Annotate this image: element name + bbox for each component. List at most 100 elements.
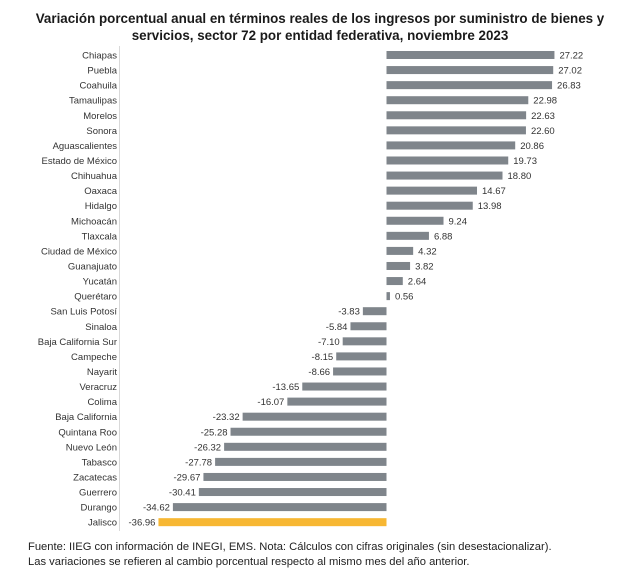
data-label: -25.28 xyxy=(201,427,228,438)
bar xyxy=(350,322,387,331)
category-label: Durango xyxy=(81,503,117,514)
category-label: Tamaulipas xyxy=(69,96,117,107)
category-label: Yucatán xyxy=(83,277,117,288)
category-label: Coahuila xyxy=(80,81,118,92)
bar xyxy=(198,488,387,497)
bar xyxy=(386,141,516,150)
data-label: 22.98 xyxy=(533,96,557,107)
footnote: Fuente: IIEG con información de INEGI, E… xyxy=(28,540,552,570)
bar xyxy=(386,111,527,120)
bar xyxy=(362,307,387,316)
bar xyxy=(386,201,473,210)
footnote-source: Fuente: IIEG con información de INEGI, E… xyxy=(28,541,552,553)
bar xyxy=(386,246,414,255)
footnote-note: Las variaciones se refieren al cambio po… xyxy=(28,556,470,568)
category-label: Jalisco xyxy=(88,518,117,529)
bar xyxy=(386,51,555,59)
data-label: 27.22 xyxy=(559,51,583,62)
category-label: Guanajuato xyxy=(68,261,117,272)
bar xyxy=(386,96,529,105)
data-label: -8.66 xyxy=(308,367,330,378)
data-label: 22.63 xyxy=(531,111,555,122)
bar xyxy=(386,277,403,286)
bars xyxy=(158,51,555,527)
chart-title: Variación porcentual anual en términos r… xyxy=(0,10,640,44)
bar-highlight xyxy=(158,518,387,527)
bar xyxy=(386,171,503,180)
category-label: Sonora xyxy=(86,126,117,137)
data-label: 3.82 xyxy=(415,261,434,272)
category-label: Tabasco xyxy=(82,457,117,468)
data-label: 27.02 xyxy=(558,66,582,77)
category-label: Sinaloa xyxy=(85,322,117,333)
category-label: Tlaxcala xyxy=(82,231,118,242)
data-label: -36.96 xyxy=(129,518,156,529)
bar xyxy=(386,81,553,90)
data-label: 9.24 xyxy=(449,216,468,227)
category-label: Baja California Sur xyxy=(38,337,117,348)
bar xyxy=(302,382,387,391)
category-label: Michoacán xyxy=(71,216,117,227)
data-label: -26.32 xyxy=(194,442,221,453)
bar xyxy=(336,352,387,361)
data-label: 18.80 xyxy=(507,171,531,182)
data-label: -23.32 xyxy=(213,412,240,423)
data-label: -8.15 xyxy=(312,352,334,363)
bar xyxy=(215,457,387,466)
data-label: 0.56 xyxy=(395,292,414,303)
category-labels: Chiapas Puebla Coahuila Tamaulipas Morelos So… xyxy=(38,51,118,529)
category-label: Quintana Roo xyxy=(58,427,117,438)
bar xyxy=(386,216,444,225)
category-label: Nuevo León xyxy=(66,442,117,453)
category-label: Querétaro xyxy=(74,292,117,303)
category-label: Colima xyxy=(87,397,117,408)
category-label: Ciudad de México xyxy=(41,246,117,257)
chart-title-line-2: servicios, sector 72 por entidad federat… xyxy=(131,28,509,43)
category-label: Campeche xyxy=(71,352,117,363)
data-label: 6.88 xyxy=(434,231,453,242)
data-label: -16.07 xyxy=(257,397,284,408)
data-label: -29.67 xyxy=(173,472,200,483)
bar xyxy=(242,412,387,421)
bar xyxy=(333,367,387,376)
data-label: -27.78 xyxy=(185,457,212,468)
data-label: -3.83 xyxy=(338,307,360,318)
data-label: -5.84 xyxy=(326,322,348,333)
bar xyxy=(386,261,411,270)
data-label: -30.41 xyxy=(169,488,196,499)
data-label: 2.64 xyxy=(408,277,427,288)
category-label: San Luis Potosí xyxy=(50,307,117,318)
data-label: 26.83 xyxy=(557,81,581,92)
data-label: 13.98 xyxy=(478,201,502,212)
category-label: Baja California xyxy=(55,412,117,423)
category-label: Puebla xyxy=(87,66,117,77)
data-label: 22.60 xyxy=(531,126,555,137)
data-label: -13.65 xyxy=(272,382,299,393)
data-label: 14.67 xyxy=(482,186,506,197)
bar xyxy=(287,397,387,406)
bar xyxy=(203,472,387,481)
category-label: Morelos xyxy=(83,111,117,122)
category-label: Chiapas xyxy=(82,51,117,62)
category-label: Chihuahua xyxy=(71,171,118,182)
bar xyxy=(224,442,387,451)
category-label: Nayarit xyxy=(87,367,117,378)
bar xyxy=(230,427,387,436)
category-label: Guerrero xyxy=(79,488,117,499)
data-label: 4.32 xyxy=(418,246,437,257)
category-label: Zacatecas xyxy=(73,472,117,483)
bar xyxy=(386,126,526,135)
category-label: Veracruz xyxy=(80,382,118,393)
category-label: Aguascalientes xyxy=(53,141,118,152)
bar xyxy=(386,186,478,195)
bar xyxy=(386,156,509,165)
data-label: 20.86 xyxy=(520,141,544,152)
category-label: Hidalgo xyxy=(85,201,117,212)
bar xyxy=(172,503,387,512)
bar xyxy=(386,66,554,75)
data-label: 19.73 xyxy=(513,156,537,167)
category-label: Oaxaca xyxy=(84,186,117,197)
bar xyxy=(386,292,390,301)
